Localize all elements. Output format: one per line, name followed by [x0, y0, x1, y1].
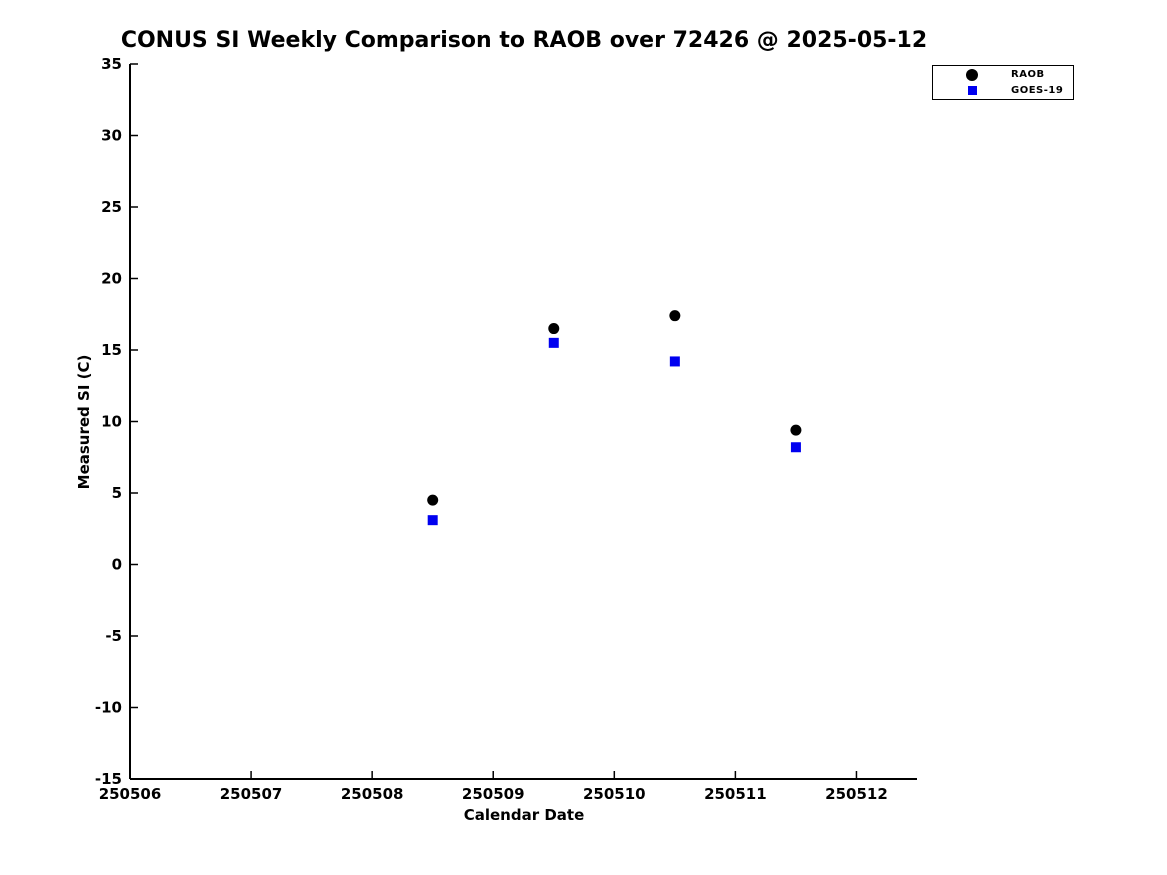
data-point-raob: [669, 310, 681, 322]
data-point-raob: [427, 494, 439, 506]
goes-19-square-marker-icon: [967, 86, 977, 95]
x-axis-label: Calendar Date: [463, 806, 585, 824]
legend-label-raob: RAOB: [1011, 69, 1045, 80]
y-tick-label: 10: [101, 413, 122, 431]
data-point-raob: [548, 323, 560, 335]
y-tick-label: 35: [101, 55, 122, 73]
data-point-goes-19: [548, 337, 559, 348]
y-tick-label: 5: [112, 484, 122, 502]
y-tick-label: -15: [95, 770, 122, 788]
x-tick-label: 250512: [825, 785, 888, 803]
raob-circle-marker-icon: [966, 68, 978, 81]
y-tick-label: 20: [101, 270, 122, 288]
legend-item-goes-19: GOES-19: [933, 83, 1073, 98]
chart-title: CONUS SI Weekly Comparison to RAOB over …: [120, 28, 928, 53]
x-tick-label: 250511: [704, 785, 767, 803]
x-tick-label: 250507: [220, 785, 283, 803]
data-point-goes-19: [669, 356, 680, 367]
data-point-goes-19: [790, 442, 801, 453]
y-tick-label: -10: [95, 699, 122, 717]
y-tick-label: 25: [101, 198, 122, 216]
y-tick-label: 0: [112, 556, 122, 574]
x-tick-label: 250506: [99, 785, 162, 803]
data-point-goes-19: [427, 515, 438, 526]
y-tick-label: -5: [105, 627, 122, 645]
y-tick-label: 30: [101, 127, 122, 145]
legend-marker-cell: [933, 68, 1011, 81]
data-point-raob: [790, 424, 802, 436]
legend-item-raob: RAOB: [933, 67, 1073, 82]
y-tick-label: 15: [101, 341, 122, 359]
legend-label-goes-19: GOES-19: [1011, 85, 1064, 96]
x-tick-label: 250510: [583, 785, 646, 803]
x-tick-label: 250509: [462, 785, 525, 803]
legend-marker-cell: [933, 86, 1011, 95]
x-tick-label: 250508: [341, 785, 404, 803]
legend: RAOB GOES-19: [932, 65, 1074, 100]
